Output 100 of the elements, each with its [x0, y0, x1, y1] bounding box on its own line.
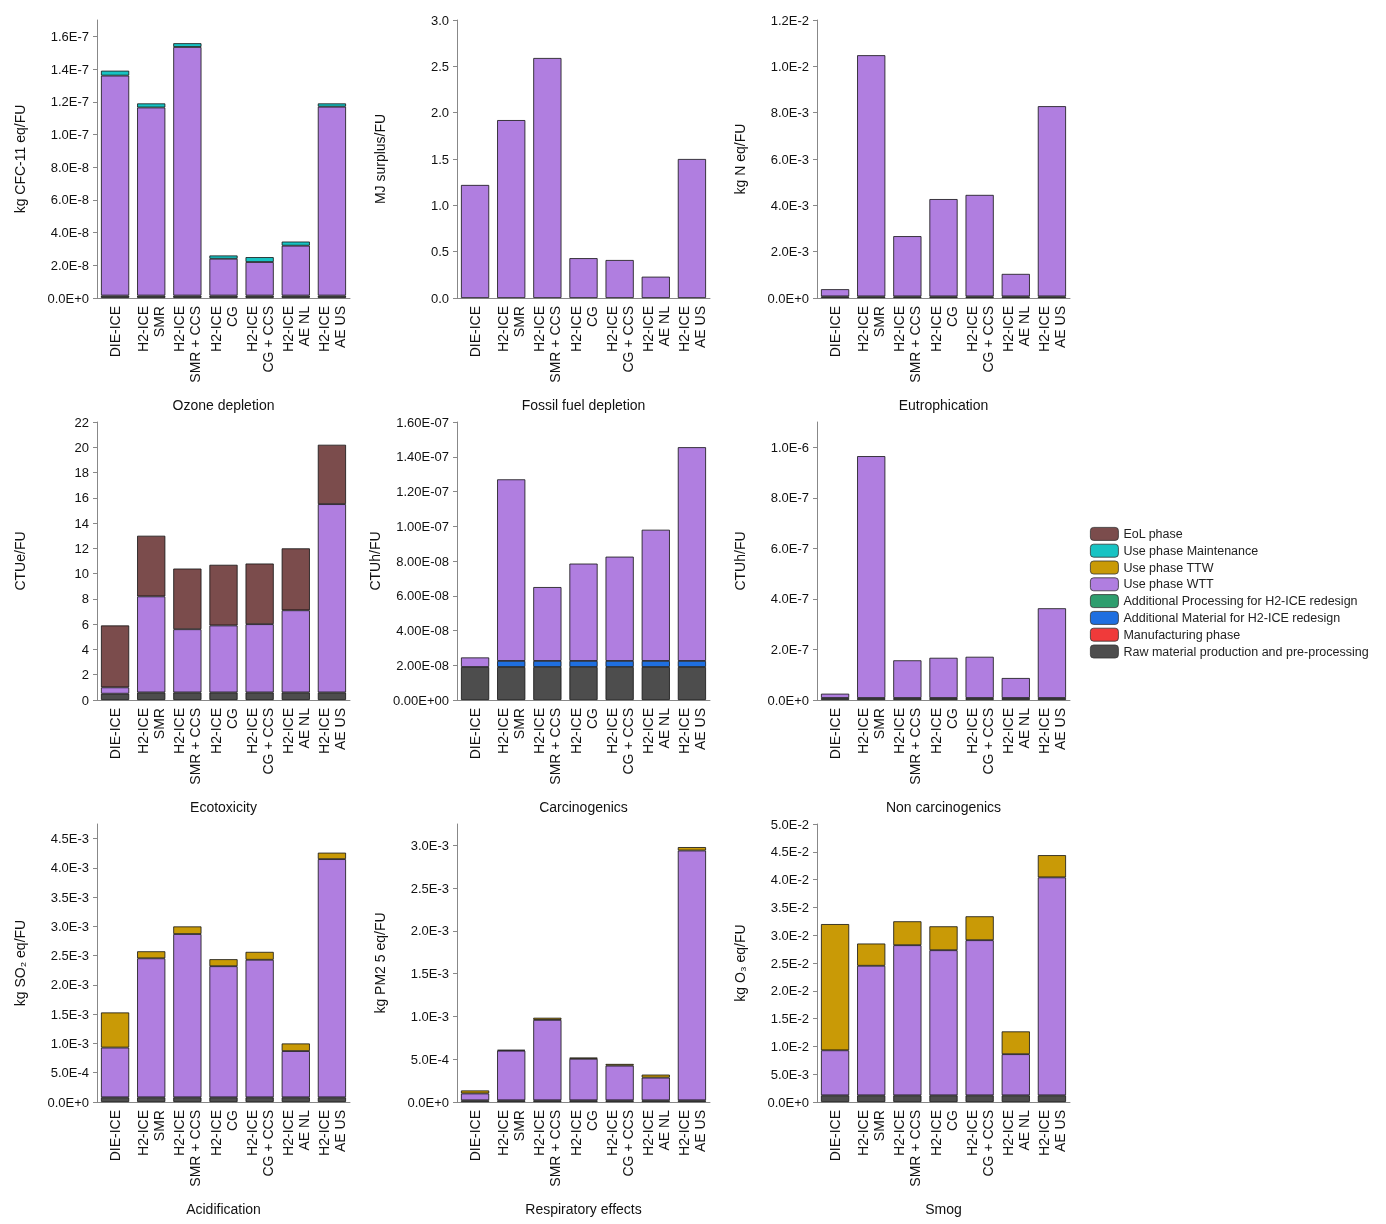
bar — [281, 245, 310, 296]
y-tick-label: 1.0E-2 — [770, 1038, 809, 1054]
y-tick-label: 2 — [81, 667, 89, 683]
y-tick-label: 1.0E-7 — [50, 126, 89, 142]
y-axis-title: kg O₃ eq/FU — [732, 924, 748, 1002]
y-tick-label: 1.5 — [430, 151, 449, 167]
bar — [460, 1093, 490, 1101]
x-tick-label: H2-ICE CG — [927, 306, 960, 352]
y-tick-label: 2.5E-3 — [50, 948, 89, 964]
y-tick-label: 1.5E-3 — [410, 966, 449, 982]
x-tick-label: H2-ICE SMR — [135, 306, 168, 352]
y-tick-label: 0.0E+0 — [407, 1094, 449, 1110]
y-tick-label: 2.0 — [430, 105, 449, 121]
x-axis-title: Acidification — [186, 1201, 261, 1217]
x-tick-label: H2-ICE SMR + CCS — [531, 708, 564, 785]
y-tick-label: 1.2E-7 — [50, 94, 89, 110]
y-tick-label: 16 — [74, 490, 89, 506]
bar — [965, 194, 994, 297]
x-tick-label: H2-ICE AE US — [1035, 1110, 1068, 1156]
bar — [460, 184, 490, 298]
bar — [209, 258, 238, 296]
x-tick-label: DIE-ICE — [107, 306, 124, 358]
x-axis-title: Carcinogenics — [539, 799, 628, 815]
y-axis-title: kg CFC-11 eq/FU — [12, 104, 28, 214]
x-tick-label: H2-ICE SMR — [495, 1110, 528, 1156]
x-axis-title: Fossil fuel depletion — [521, 397, 646, 413]
x-tick-label: H2-ICE CG — [927, 1110, 960, 1156]
y-tick-label: 0.0E+0 — [47, 1094, 89, 1110]
x-tick-label: H2-ICE CG + CCS — [603, 306, 636, 373]
x-tick-label: H2-ICE CG — [927, 708, 960, 754]
y-tick-label: 4.5E-3 — [50, 831, 89, 847]
y-tick-label: 1.0E-2 — [770, 58, 809, 74]
y-axis-title: CTUh/FU — [367, 531, 384, 591]
y-tick-label: 3.0E-2 — [770, 927, 809, 943]
bar — [137, 107, 166, 296]
x-tick-label: H2-ICE CG + CCS — [963, 708, 996, 775]
x-tick-label: H2-ICE SMR — [135, 1110, 168, 1156]
x-tick-label: H2-ICE SMR + CCS — [171, 1110, 204, 1187]
x-tick-label: H2-ICE CG — [567, 1110, 600, 1156]
y-tick-label: 8.0E-8 — [50, 159, 89, 175]
x-tick-label: DIE-ICE — [467, 306, 484, 358]
y-tick-label: 0.0 — [430, 290, 449, 306]
y-tick-label: 4.5E-2 — [770, 844, 809, 860]
y-tick-label: 0 — [81, 692, 89, 708]
x-tick-label: H2-ICE SMR — [495, 708, 528, 754]
y-tick-label: 1.0 — [430, 197, 449, 213]
y-tick-label: 1.0E-3 — [410, 1008, 449, 1024]
bar — [820, 289, 850, 297]
y-tick-label: 5.0E-4 — [50, 1065, 89, 1081]
x-tick-label: DIE-ICE — [107, 1110, 124, 1162]
x-tick-label: H2-ICE AE NL — [639, 1109, 672, 1156]
legend-label: Additional Material for H2-ICE redesign — [1123, 610, 1341, 625]
y-tick-label: 22 — [74, 414, 89, 430]
y-tick-label: 8.0E-7 — [770, 490, 809, 506]
bar — [929, 199, 958, 297]
y-tick-label: 4.0E-8 — [50, 225, 89, 241]
bar — [820, 693, 850, 698]
x-tick-label: H2-ICE CG — [567, 306, 600, 352]
y-tick-label: 1.4E-7 — [50, 61, 89, 77]
y-tick-label: 2.0E-2 — [770, 983, 809, 999]
legend-label: EoL phase — [1123, 526, 1183, 541]
x-tick-label: H2-ICE AE NL — [279, 1109, 312, 1156]
y-tick-label: 8 — [81, 591, 89, 607]
y-tick-label: 5.0E-3 — [770, 1066, 809, 1082]
x-axis-title: Eutrophication — [898, 397, 989, 413]
x-tick-label: H2-ICE AE US — [675, 306, 708, 352]
x-tick-label: H2-ICE SMR + CCS — [171, 306, 204, 383]
x-tick-label: H2-ICE SMR + CCS — [891, 306, 924, 383]
x-axis-title: Non carcinogenics — [885, 799, 1002, 815]
y-tick-label: 2.5E-2 — [770, 955, 809, 971]
bar — [173, 46, 202, 296]
x-tick-label: H2-ICE CG + CCS — [243, 708, 276, 775]
x-tick-label: H2-ICE SMR — [135, 708, 168, 754]
x-tick-label: H2-ICE SMR + CCS — [531, 306, 564, 383]
x-tick-label: H2-ICE SMR — [495, 306, 528, 352]
y-tick-label: 6.00E-08 — [396, 588, 449, 604]
bar — [605, 260, 634, 298]
x-tick-label: H2-ICE AE US — [675, 708, 708, 754]
bar — [965, 656, 994, 698]
x-tick-label: DIE-ICE — [827, 306, 844, 358]
x-tick-label: H2-ICE CG + CCS — [963, 1110, 996, 1177]
x-tick-label: H2-ICE AE NL — [279, 305, 312, 352]
y-tick-label: 2.0E-7 — [770, 641, 809, 657]
bar — [1001, 273, 1030, 297]
y-tick-label: 4.0E-7 — [770, 591, 809, 607]
y-tick-label: 3.5E-3 — [50, 889, 89, 905]
y-tick-label: 3.0 — [430, 12, 449, 28]
bar — [533, 1019, 562, 1101]
x-tick-label: H2-ICE AE US — [1035, 708, 1068, 754]
y-tick-label: 0.0E+0 — [767, 290, 809, 306]
y-tick-label: 4.0E-3 — [50, 860, 89, 876]
y-tick-label: 4.00E-08 — [396, 623, 449, 638]
bar — [605, 1065, 634, 1101]
y-tick-label: 0.5 — [430, 244, 449, 260]
y-tick-label: 8.0E-3 — [770, 105, 809, 121]
bar — [641, 276, 670, 298]
y-tick-label: 1.20E-07 — [396, 484, 449, 499]
x-tick-label: H2-ICE CG + CCS — [603, 1110, 636, 1177]
y-tick-label: 10 — [74, 566, 89, 582]
x-tick-label: H2-ICE SMR + CCS — [531, 1110, 564, 1187]
